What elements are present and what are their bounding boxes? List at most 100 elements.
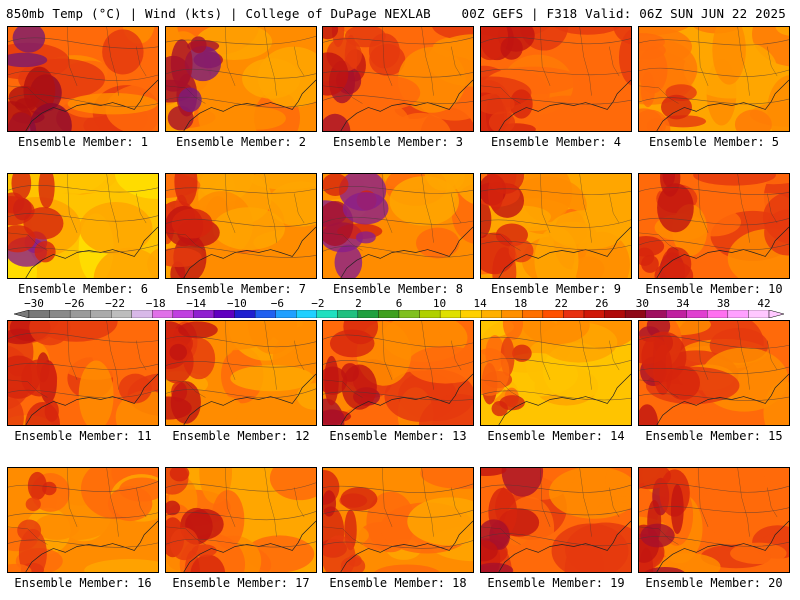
- colorbar-segment: [398, 310, 420, 318]
- colorbar-segment: [645, 310, 667, 318]
- colorbar-segment: [152, 310, 174, 318]
- colorbar-segment: [275, 310, 297, 318]
- colorbar-segment: [522, 310, 544, 318]
- member-label: Ensemble Member: 20: [645, 576, 783, 590]
- valid-time: 00Z GEFS | F318 Valid: 06Z SUN JUN 22 20…: [461, 6, 786, 21]
- member-label: Ensemble Member: 5: [648, 135, 780, 149]
- member-map-panel: [7, 173, 159, 279]
- member-label: Ensemble Member: 8: [332, 282, 464, 296]
- colorbar-segment: [90, 310, 112, 318]
- member-map-panel: [7, 320, 159, 426]
- colorbar-tick-label: 38: [716, 297, 731, 310]
- member-label: Ensemble Member: 15: [645, 429, 783, 443]
- colorbar-segment: [604, 310, 626, 318]
- member-map-panel: [638, 320, 790, 426]
- member-map-panel: [165, 26, 317, 132]
- colorbar-segment: [28, 310, 50, 318]
- member-label: Ensemble Member: 19: [487, 576, 625, 590]
- colorbar-tick-label: −2: [311, 297, 325, 310]
- member-label: Ensemble Member: 16: [14, 576, 152, 590]
- colorbar-tick-label: 2: [355, 297, 362, 310]
- colorbar-segment: [69, 310, 91, 318]
- member-label: Ensemble Member: 12: [172, 429, 310, 443]
- member-label: Ensemble Member: 9: [490, 282, 622, 296]
- colorbar-segment: [337, 310, 359, 318]
- colorbar-segment: [213, 310, 235, 318]
- member-label: Ensemble Member: 6: [17, 282, 149, 296]
- colorbar-segment: [686, 310, 708, 318]
- colorbar-segment: [357, 310, 379, 318]
- member-map-panel: [638, 467, 790, 573]
- colorbar-tick-label: −14: [186, 297, 207, 310]
- colorbar-segment: [501, 310, 523, 318]
- colorbar-segment: [378, 310, 400, 318]
- colorbar-segment: [707, 310, 729, 318]
- colorbar-segment: [234, 310, 256, 318]
- colorbar-segment: [748, 310, 770, 318]
- temperature-colorbar: [14, 310, 784, 318]
- colorbar-tick-label: −26: [64, 297, 85, 310]
- colorbar-tick-label: 30: [635, 297, 649, 310]
- colorbar-tick-label: 34: [676, 297, 690, 310]
- colorbar-segment: [49, 310, 71, 318]
- colorbar-tick-label: 10: [432, 297, 447, 310]
- colorbar-tick-label: 26: [595, 297, 609, 310]
- member-map-panel: [165, 320, 317, 426]
- member-map-panel: [322, 320, 474, 426]
- member-label: Ensemble Member: 13: [329, 429, 467, 443]
- member-map-panel: [480, 467, 632, 573]
- member-label: Ensemble Member: 1: [17, 135, 149, 149]
- colorbar-segment: [563, 310, 585, 318]
- member-label: Ensemble Member: 11: [14, 429, 152, 443]
- member-label: Ensemble Member: 10: [645, 282, 783, 296]
- colorbar-segment: [439, 310, 461, 318]
- colorbar-segment: [131, 310, 153, 318]
- member-label: Ensemble Member: 3: [332, 135, 464, 149]
- colorbar-segment: [460, 310, 482, 318]
- colorbar-tick-label: −18: [145, 297, 166, 310]
- colorbar-segment: [727, 310, 749, 318]
- map-title: 850mb Temp (°C) | Wind (kts) | College o…: [6, 6, 431, 21]
- colorbar-segment: [296, 310, 317, 318]
- member-map-panel: [322, 173, 474, 279]
- colorbar-segment: [254, 310, 276, 318]
- member-label: Ensemble Member: 2: [175, 135, 307, 149]
- member-map-panel: [480, 173, 632, 279]
- colorbar-tick-label: −30: [24, 297, 44, 310]
- colorbar-right-arrow: [768, 310, 784, 318]
- colorbar-segment: [666, 310, 687, 318]
- colorbar-segment: [316, 310, 338, 318]
- member-label: Ensemble Member: 7: [175, 282, 307, 296]
- member-map-panel: [638, 173, 790, 279]
- member-map-panel: [480, 320, 632, 426]
- colorbar-tick-label: −10: [226, 297, 247, 310]
- member-map-panel: [165, 173, 317, 279]
- colorbar-tick-label: 6: [395, 297, 403, 310]
- colorbar-segment: [481, 310, 502, 318]
- member-label: Ensemble Member: 4: [490, 135, 622, 149]
- colorbar-segment: [172, 310, 194, 318]
- colorbar-tick-label: 18: [514, 297, 528, 310]
- colorbar-segment: [583, 310, 605, 318]
- colorbar-tick-label: 42: [757, 297, 771, 310]
- colorbar-tick-label: −6: [270, 297, 284, 310]
- member-label: Ensemble Member: 17: [172, 576, 310, 590]
- member-map-panel: [638, 26, 790, 132]
- colorbar-left-arrow: [14, 310, 30, 318]
- colorbar-segment: [111, 310, 132, 318]
- member-map-panel: [7, 467, 159, 573]
- colorbar-segment: [419, 310, 441, 318]
- colorbar-tick-label: 22: [554, 297, 568, 310]
- member-map-panel: [322, 467, 474, 573]
- member-map-panel: [322, 26, 474, 132]
- colorbar-segment: [193, 310, 215, 318]
- colorbar-tick-label: 14: [473, 297, 487, 310]
- colorbar-segment: [542, 310, 564, 318]
- member-map-panel: [165, 467, 317, 573]
- member-map-panel: [480, 26, 632, 132]
- colorbar-segment: [624, 310, 646, 318]
- member-label: Ensemble Member: 14: [487, 429, 625, 443]
- colorbar-tick-label: −22: [105, 297, 126, 310]
- member-label: Ensemble Member: 18: [329, 576, 467, 590]
- member-map-panel: [7, 26, 159, 132]
